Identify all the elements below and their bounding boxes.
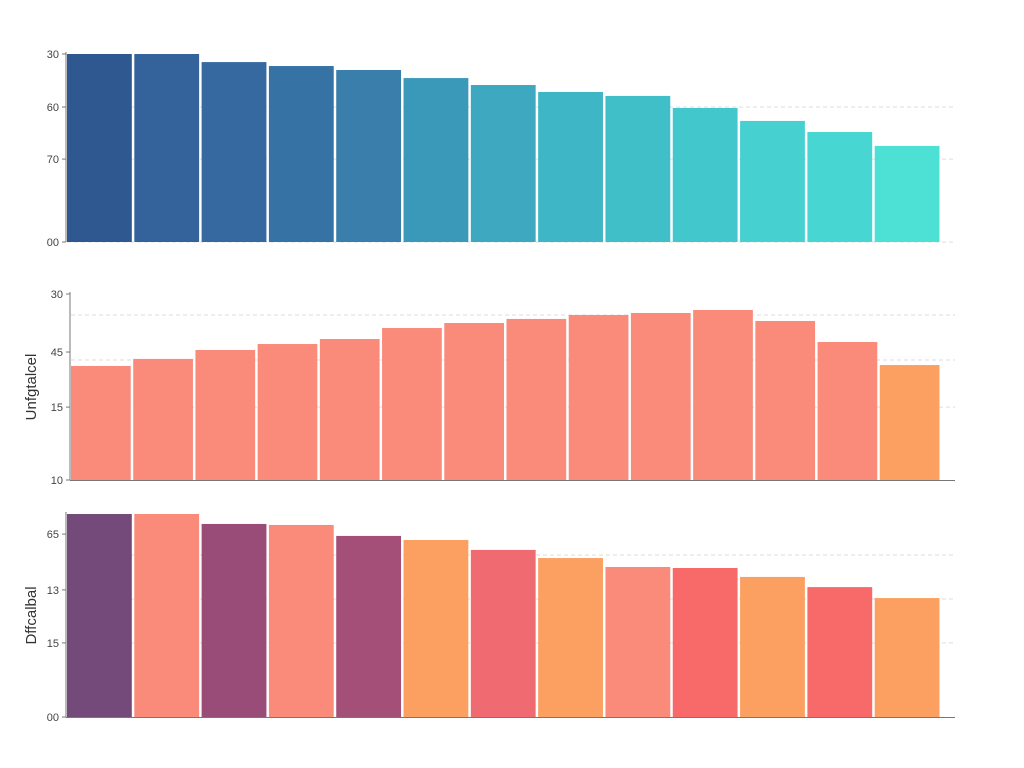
y-tick-label: 60 [47, 102, 59, 114]
bar [444, 323, 504, 480]
bar [403, 539, 469, 717]
bar [201, 62, 267, 242]
bar [807, 587, 873, 717]
bar [201, 523, 267, 717]
bar [755, 320, 816, 480]
y-tick-label: 00 [47, 712, 59, 724]
bar [874, 145, 940, 242]
bar [195, 349, 256, 480]
y-axis-label: Dffcalbal [23, 586, 40, 644]
bar [807, 132, 873, 242]
bar [630, 312, 691, 480]
panel-1: 30 60 70 00 [47, 49, 955, 249]
bar [740, 576, 805, 717]
bar [740, 120, 805, 242]
y-tick-label: 30 [51, 289, 63, 301]
bar [605, 566, 671, 717]
bar [470, 85, 536, 243]
bar [268, 66, 334, 242]
y-tick-label: 30 [47, 49, 59, 61]
bar [67, 514, 132, 717]
bar [672, 107, 738, 243]
bar [257, 344, 318, 480]
y-tick-label: 70 [47, 154, 59, 166]
bar [605, 95, 671, 242]
bar [319, 339, 380, 480]
y-tick-label: 15 [47, 638, 59, 650]
bar [67, 54, 132, 242]
bar [470, 549, 536, 717]
y-tick-label: 10 [51, 475, 63, 487]
bar [672, 567, 738, 717]
y-tick-label: 45 [51, 347, 63, 359]
bar [506, 318, 567, 480]
y-tick-label: 65 [47, 529, 59, 541]
bar [71, 365, 131, 480]
bar [568, 315, 629, 480]
bar [134, 54, 200, 242]
y-tick-label: 15 [51, 402, 63, 414]
y-tick-label: 00 [47, 237, 59, 249]
bar [336, 69, 402, 242]
bar [874, 598, 940, 717]
bar [538, 558, 603, 717]
bar [134, 514, 200, 717]
bar [268, 524, 334, 717]
y-axis-label: Unfgtalcel [23, 354, 40, 421]
bar [693, 309, 753, 480]
bar [538, 91, 603, 242]
bar [817, 341, 878, 480]
panel-3: 65 13 15 00 Dffcalbal [23, 512, 955, 724]
panel-2: 30 45 15 10 Unfgtalcel [23, 289, 955, 487]
y-tick-label: 13 [47, 585, 59, 597]
bar [403, 78, 469, 243]
bar [336, 535, 402, 717]
bar [382, 328, 442, 480]
bar [133, 358, 193, 480]
bar [879, 365, 940, 480]
